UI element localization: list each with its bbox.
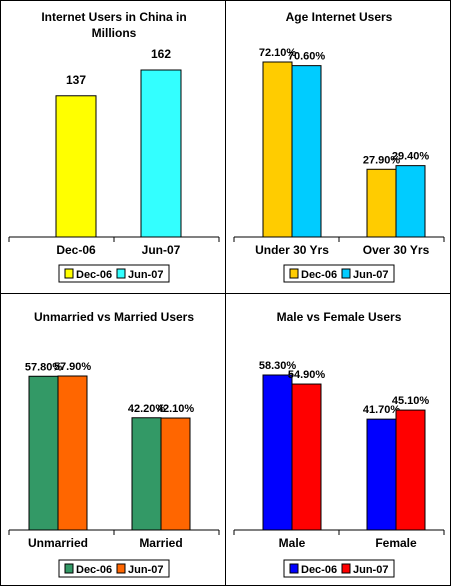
legend-label: Dec-06 <box>301 269 337 281</box>
legend-swatch <box>289 563 299 574</box>
chart-title-line: Unmarried vs Married Users <box>34 310 194 324</box>
data-label: 54.90% <box>288 369 326 381</box>
data-label: 27.90% <box>363 154 401 166</box>
legend <box>58 559 170 578</box>
category-label: Male <box>279 536 306 550</box>
legend <box>283 264 395 283</box>
legend-swatch <box>64 268 74 279</box>
data-label: 42.20% <box>128 403 166 415</box>
bar <box>291 383 322 531</box>
data-label: 72.10% <box>259 47 297 59</box>
bar <box>140 69 182 238</box>
data-label: 137 <box>66 73 86 87</box>
chart-svg: Unmarried vs Married Users 57.80%57.90% Un… <box>8 310 220 578</box>
legend-label: Jun-07 <box>353 269 388 281</box>
chart-svg: Age Internet Users 72.10%70.60% Under 30 Y… <box>233 10 445 283</box>
bar <box>57 375 88 531</box>
chart-title-line: Age Internet Users <box>286 10 393 24</box>
bar <box>55 95 97 238</box>
chart-svg: Internet Users in China in Millions 137 Dec… <box>8 10 220 283</box>
category-label: Unmarried <box>28 536 88 550</box>
bar <box>28 375 59 531</box>
bar <box>366 168 397 238</box>
bar <box>262 61 293 238</box>
chart-title: Male vs Female Users <box>277 310 402 324</box>
category-label: Jun-07 <box>142 243 181 257</box>
chart-panel: Male vs Female Users 58.30% 54.90% Male 41.7… <box>225 293 451 586</box>
category-label: Female <box>375 536 417 550</box>
legend-label: Dec-06 <box>76 564 112 576</box>
bar <box>291 65 322 238</box>
legend-swatch <box>341 268 351 279</box>
category-label: Over 30 Yrs <box>363 243 430 257</box>
category-label: Under 30 Yrs <box>255 243 329 257</box>
category-label: Dec-06 <box>56 243 96 257</box>
data-label: 57.80% <box>25 361 63 373</box>
legend-swatch <box>289 268 299 279</box>
chart-panel: Age Internet Users 72.10% 70.60% Under 30 Y… <box>225 0 451 294</box>
chart-title-line: Internet Users in China in <box>41 10 186 24</box>
chart-title: Internet Users in China in Millions <box>41 10 186 40</box>
chart-title-line: Male vs Female Users <box>277 310 402 324</box>
chart-panel: Internet Users in China in Millions 137 Dec… <box>0 0 226 294</box>
legend-label: Dec-06 <box>301 564 337 576</box>
data-label: 57.90% <box>54 361 92 373</box>
legend-swatch <box>64 563 74 574</box>
legend-label: Dec-06 <box>76 269 112 281</box>
category-label: Married <box>139 536 182 550</box>
bar <box>395 165 426 238</box>
data-label: 45.10% <box>392 395 430 407</box>
chart-panel: Unmarried vs Married Users 57.80% 57.90% Un… <box>0 293 226 586</box>
legend <box>58 264 170 283</box>
chart-svg: Male vs Female Users 58.30%54.90% Male 41.7… <box>233 310 445 578</box>
bar <box>395 409 426 531</box>
chart-title: Unmarried vs Married Users <box>34 310 194 324</box>
data-label: 58.30% <box>259 360 297 372</box>
data-label: 70.60% <box>288 51 326 63</box>
legend <box>283 559 395 578</box>
data-label: 162 <box>151 47 171 61</box>
bar <box>262 374 293 531</box>
legend-swatch <box>341 563 351 574</box>
bar <box>366 418 397 531</box>
chart-title: Age Internet Users <box>286 10 393 24</box>
legend-swatch <box>116 268 126 279</box>
chart-title-line: Millions <box>92 26 137 40</box>
legend-swatch <box>116 563 126 574</box>
legend-label: Jun-07 <box>128 564 163 576</box>
data-label: 41.70% <box>363 404 401 416</box>
data-label: 42.10% <box>157 403 195 415</box>
legend-label: Jun-07 <box>353 564 388 576</box>
legend-label: Jun-07 <box>128 269 163 281</box>
bar <box>131 417 162 531</box>
bar <box>160 417 191 531</box>
data-label: 29.40% <box>392 151 430 163</box>
